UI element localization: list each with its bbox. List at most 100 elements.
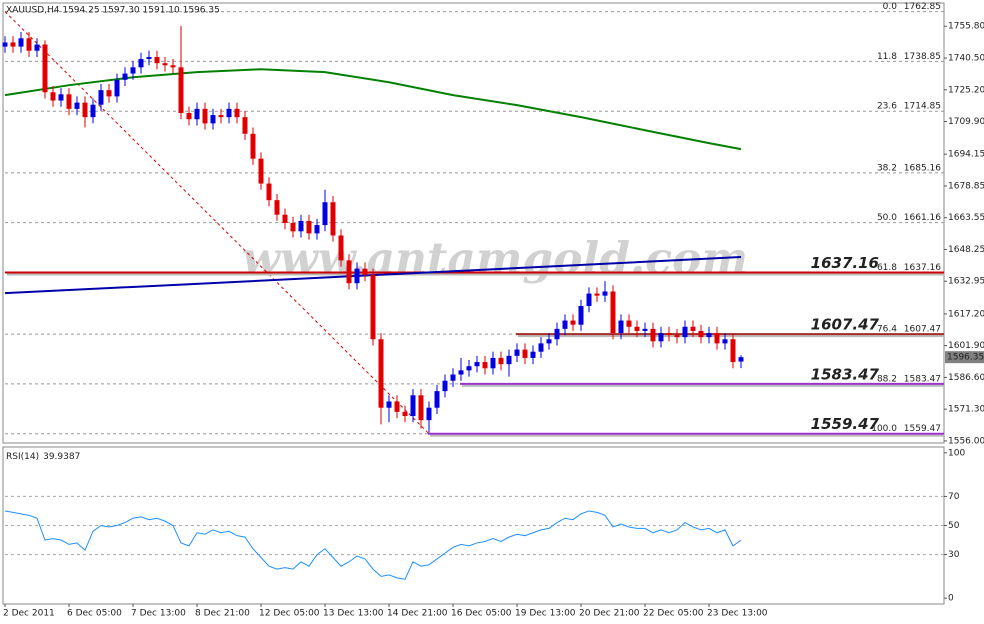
y-tick-label: 1632.95: [948, 277, 984, 287]
trendline: [4, 11, 430, 435]
candle-body: [298, 220, 304, 232]
fib-price-label: 1738.85: [904, 52, 941, 62]
candle-body: [394, 401, 400, 412]
candle-body: [90, 104, 96, 118]
level-label: 1559.47: [811, 415, 880, 433]
fib-level-label: 61.8: [877, 263, 897, 273]
x-tick-label: 7 Dec 13:00: [131, 609, 186, 619]
candle-body: [10, 42, 16, 47]
x-tick-label: 13 Dec 13:00: [323, 609, 384, 619]
y-tick-label: 70: [948, 492, 960, 502]
candle-body: [570, 320, 576, 325]
candle-body: [50, 92, 56, 101]
candle-body: [258, 158, 264, 184]
candle-body: [194, 108, 200, 120]
candle-body: [506, 355, 512, 365]
candle-body: [618, 320, 624, 333]
price-box: [945, 351, 984, 364]
fib-level-label: 23.6: [877, 102, 897, 112]
candle-body: [482, 362, 488, 369]
fib-level-label: 88.2: [877, 374, 897, 384]
candle-body: [274, 200, 280, 215]
fib-price-label: 1559.47: [904, 424, 941, 434]
candle-body: [346, 260, 352, 284]
candle-body: [162, 63, 168, 66]
fib-level-label: 11.8: [877, 52, 897, 62]
candle-body: [154, 56, 160, 64]
candle-body: [554, 328, 560, 340]
candle-body: [218, 115, 224, 118]
candle-body: [418, 395, 424, 421]
candle-body: [146, 56, 152, 60]
candle-body: [442, 380, 448, 392]
candle-body: [98, 90, 104, 105]
y-tick-label: 1678.85: [948, 181, 984, 191]
candle-body: [698, 330, 704, 338]
candle-body: [66, 94, 72, 109]
y-tick-label: 1617.20: [948, 309, 984, 319]
candle-body: [74, 102, 80, 109]
candle-body: [106, 90, 112, 97]
candle-body: [58, 94, 64, 101]
candle-body: [594, 293, 600, 296]
candle-body: [170, 65, 176, 68]
candle-body: [690, 326, 696, 331]
candle-body: [186, 113, 192, 120]
candle-body: [314, 225, 320, 234]
y-tick-label: 1725.20: [948, 85, 984, 95]
candle-body: [362, 268, 368, 275]
fib-level-label: 76.4: [877, 325, 897, 335]
fib-level-label: 50.0: [877, 213, 897, 223]
candle-body: [354, 268, 360, 284]
candle-body: [378, 339, 384, 408]
current-price: 1596.35: [947, 353, 984, 363]
x-tick-label: 23 Dec 13:00: [707, 609, 768, 619]
level-label: 1607.47: [811, 316, 880, 334]
candle-body: [426, 407, 432, 421]
candle-body: [650, 328, 656, 342]
candle-body: [114, 79, 120, 97]
fib-price-label: 1762.85: [904, 2, 941, 12]
candle-body: [706, 333, 712, 338]
y-tick-label: 1556.00: [948, 436, 984, 446]
level-label: 1583.47: [811, 365, 880, 383]
x-tick-label: 2 Dec 2011: [3, 609, 55, 619]
chart-title: XAUUSD,H4 1594.25 1597.30 1591.10 1596.3…: [6, 6, 220, 16]
y-tick-label: 100: [948, 448, 965, 458]
y-tick-label: 1648.25: [948, 245, 984, 255]
candle-body: [282, 214, 288, 223]
fib-level-label: 38.2: [877, 163, 897, 173]
fib-level-label: 0.0: [883, 2, 898, 12]
candle-body: [138, 59, 144, 68]
fib-price-label: 1661.16: [904, 213, 941, 223]
candle-body: [234, 108, 240, 118]
y-tick-label: 1586.60: [948, 373, 984, 383]
candle-body: [306, 220, 312, 234]
candle-body: [498, 357, 504, 365]
rsi-name: RSI(14): [6, 452, 39, 462]
candle-body: [2, 42, 8, 47]
y-tick-label: 1709.90: [948, 117, 984, 127]
candle-body: [682, 326, 688, 338]
rsi-line: [4, 510, 742, 580]
y-tick-label: 1755.80: [948, 22, 984, 32]
level-label: 1637.16: [811, 254, 879, 272]
candle-body: [82, 102, 88, 118]
candle-body: [450, 374, 456, 381]
candle-body: [666, 333, 672, 336]
fib-price-label: 1583.47: [904, 374, 941, 384]
x-tick-label: 8 Dec 21:00: [195, 609, 250, 619]
candle-body: [226, 108, 232, 118]
candle-body: [434, 391, 440, 408]
x-tick-label: 22 Dec 05:00: [643, 609, 704, 619]
candle-body: [290, 223, 296, 232]
rsi-value: 39.9387: [43, 452, 80, 462]
candle-body: [338, 235, 344, 261]
y-tick-label: 1740.50: [948, 54, 984, 64]
y-tick-label: 30: [948, 550, 960, 560]
candle-body: [266, 183, 272, 201]
y-tick-label: 1571.30: [948, 405, 984, 415]
x-tick-label: 14 Dec 21:00: [387, 609, 448, 619]
candle-body: [610, 291, 616, 333]
